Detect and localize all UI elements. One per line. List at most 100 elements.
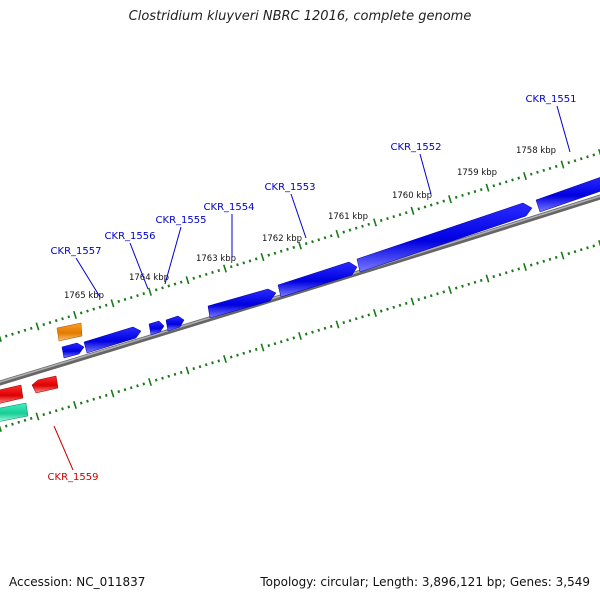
outer-scale-minor-tick <box>423 205 427 209</box>
outer-scale-minor-tick <box>442 199 446 203</box>
outer-scale-minor-tick <box>104 303 108 307</box>
inner-scale-minor-tick <box>304 332 308 336</box>
inner-scale-minor-tick <box>529 263 533 267</box>
forward-genes <box>56 176 600 359</box>
inner-scale-minor-tick <box>354 317 358 321</box>
outer-scale-minor-tick <box>536 170 539 174</box>
inner-scale-minor-tick <box>454 286 458 290</box>
outer-scale-minor-tick <box>86 309 89 313</box>
inner-scale-track <box>0 239 600 433</box>
outer-scale-minor-tick <box>567 161 571 165</box>
outer-scale-minor-tick <box>348 228 352 232</box>
inner-scale-minor-tick <box>79 401 83 405</box>
inner-scale-minor-tick <box>229 355 233 359</box>
gene-labels: CKR_1551 CKR_1552 CKR_1553 CKR_1554 CKR_1555… <box>48 94 577 483</box>
outer-scale-minor-tick <box>98 305 102 309</box>
inner-scale-minor-tick <box>392 305 396 309</box>
outer-scale-minor-tick <box>154 288 158 292</box>
outer-scale-minor-tick <box>398 213 402 217</box>
inner-scale-minor-tick <box>429 294 433 298</box>
gene-ckr-1556[interactable] <box>148 320 165 336</box>
outer-scale-minor-tick <box>367 222 371 226</box>
inner-scale-major-tick <box>73 400 77 410</box>
inner-scale-minor-tick <box>254 347 258 351</box>
gene-label-ckr-1553[interactable]: CKR_1553 <box>265 182 316 193</box>
scale-label: 1761 kbp <box>328 212 368 222</box>
gene-label-ckr-1552[interactable]: CKR_1552 <box>391 142 442 153</box>
gene-ckr-1557[interactable] <box>83 326 142 354</box>
inner-scale-minor-tick <box>136 384 139 388</box>
inner-scale-major-tick <box>0 425 2 433</box>
inner-scale-major-tick <box>110 389 115 398</box>
outer-scale-minor-tick <box>292 245 296 249</box>
gene-ckr-1558[interactable] <box>61 342 85 359</box>
outer-scale-minor-tick <box>473 189 477 194</box>
inner-scale-minor-tick <box>586 246 589 250</box>
outer-scale-minor-tick <box>267 253 271 257</box>
gene-label-ckr-1551[interactable]: CKR_1551 <box>526 94 577 105</box>
inner-scale-major-tick <box>35 412 40 421</box>
outer-scale-minor-tick <box>23 328 27 332</box>
outer-scale-minor-tick <box>467 191 471 195</box>
outer-scale-minor-tick <box>4 334 8 338</box>
outer-scale-minor-tick <box>11 332 14 336</box>
gene-label-ckr-1556[interactable]: CKR_1556 <box>105 231 156 242</box>
outer-scale-minor-tick <box>361 224 364 228</box>
gene-label-ckr-1555[interactable]: CKR_1555 <box>156 215 207 226</box>
gene-ckr-1552[interactable] <box>356 202 533 273</box>
inner-scale-minor-tick <box>329 324 333 328</box>
inner-scale-minor-tick <box>323 326 327 330</box>
gene-label-ckr-1557[interactable]: CKR_1557 <box>51 246 102 257</box>
gene-label-leader <box>290 193 307 239</box>
gene-ckr-1559[interactable] <box>31 375 59 394</box>
inner-scale-major-tick <box>523 262 527 272</box>
inner-scale-minor-tick <box>536 261 539 265</box>
gene-ckr-1554[interactable] <box>207 288 277 319</box>
inner-scale-minor-tick <box>361 315 364 319</box>
outer-scale-minor-tick <box>554 164 558 168</box>
inner-scale-minor-tick <box>211 361 214 365</box>
outer-scale-major-tick <box>223 264 227 273</box>
page-title: Clostridium kluyveri NBRC 12016, complet… <box>128 9 472 24</box>
gene-ckr-1551[interactable] <box>535 176 600 213</box>
outer-scale-minor-tick <box>311 240 314 244</box>
outer-scale-major-tick <box>0 335 2 343</box>
outer-scale-minor-tick <box>592 153 596 157</box>
outer-scale-major-tick <box>523 172 527 181</box>
inner-scale-minor-tick <box>17 420 21 424</box>
inner-scale-major-tick <box>448 285 452 295</box>
scale-label: 1763 kbp <box>196 254 236 264</box>
gene-label-ckr-1559[interactable]: CKR_1559 <box>48 472 99 483</box>
outer-scale-major-tick <box>73 310 77 319</box>
inner-scale-minor-tick <box>198 365 202 369</box>
inner-scale-minor-tick <box>548 257 552 261</box>
gene-orange[interactable] <box>56 322 83 342</box>
gene-label-leader <box>419 153 432 195</box>
inner-scale-minor-tick <box>217 359 221 363</box>
outer-scale-minor-tick <box>79 311 83 315</box>
outer-scale-minor-tick <box>192 276 196 280</box>
inner-scale-minor-tick <box>67 405 71 409</box>
gene-red-left[interactable] <box>0 384 24 404</box>
outer-scale-minor-tick <box>142 292 146 296</box>
outer-scale-minor-tick <box>342 230 346 234</box>
inner-scale-minor-tick <box>317 328 321 332</box>
inner-scale-minor-tick <box>98 395 102 399</box>
genome-summary: Topology: circular; Length: 3,896,121 bp… <box>260 575 590 589</box>
inner-scale-major-tick <box>373 308 377 318</box>
outer-scale-minor-tick <box>123 297 127 302</box>
gene-label-leader <box>53 425 74 471</box>
gene-rna-left[interactable] <box>0 402 29 422</box>
gene-ckr-1555[interactable] <box>165 315 185 332</box>
outer-scale-minor-tick <box>354 226 358 230</box>
inner-scale-minor-tick <box>123 388 127 392</box>
inner-scale-minor-tick <box>579 248 583 252</box>
inner-scale-minor-tick <box>129 386 133 390</box>
inner-scale-minor-tick <box>467 282 471 286</box>
scale-label: 1760 kbp <box>392 191 432 201</box>
outer-scale-minor-tick <box>379 218 383 222</box>
gene-ckr-1553[interactable] <box>277 261 358 298</box>
outer-scale-minor-tick <box>386 216 389 221</box>
gene-label-ckr-1554[interactable]: CKR_1554 <box>204 202 255 213</box>
